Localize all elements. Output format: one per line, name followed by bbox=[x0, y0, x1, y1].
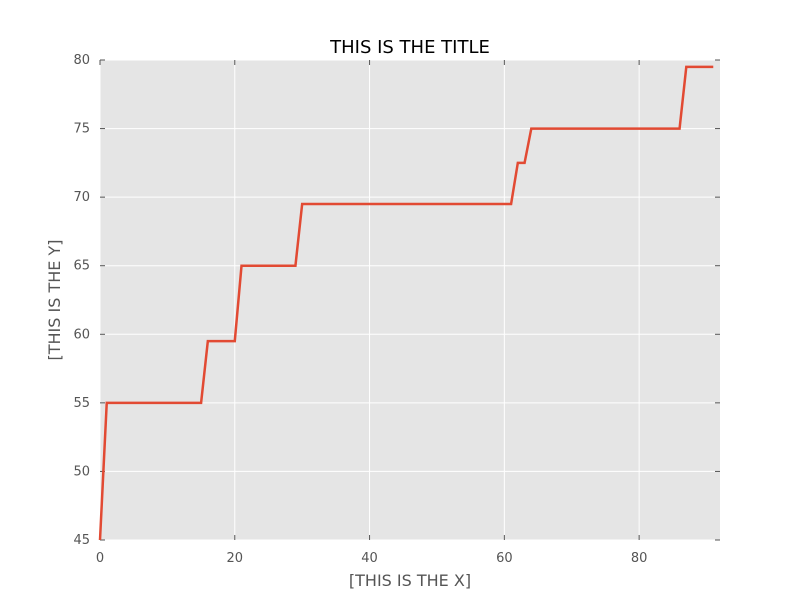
chart-title: THIS IS THE TITLE bbox=[329, 37, 490, 58]
x-axis-label: [THIS IS THE X] bbox=[349, 571, 471, 590]
series-line bbox=[98, 65, 714, 541]
y-tick-label: 75 bbox=[73, 122, 90, 137]
y-tick-label: 55 bbox=[73, 396, 90, 411]
y-tick-label: 50 bbox=[73, 464, 90, 479]
y-tick-label: 70 bbox=[73, 190, 90, 205]
y-axis-label: [THIS IS THE Y] bbox=[45, 240, 64, 361]
x-tick-label: 60 bbox=[496, 551, 513, 566]
x-tick-label: 40 bbox=[361, 551, 378, 566]
grid-lines bbox=[99, 59, 720, 541]
x-tick-label: 20 bbox=[227, 551, 244, 566]
x-tick-label: 80 bbox=[631, 551, 648, 566]
plot-background bbox=[100, 60, 720, 540]
axis-ticks: 0 20 40 60 80 45 50 55 60 65 70 75 80 bbox=[73, 53, 720, 566]
x-tick-label: 0 bbox=[96, 551, 104, 566]
y-tick-label: 45 bbox=[73, 533, 90, 548]
y-tick-label: 80 bbox=[73, 53, 90, 68]
y-tick-label: 65 bbox=[73, 259, 90, 274]
y-tick-label: 60 bbox=[73, 327, 90, 342]
